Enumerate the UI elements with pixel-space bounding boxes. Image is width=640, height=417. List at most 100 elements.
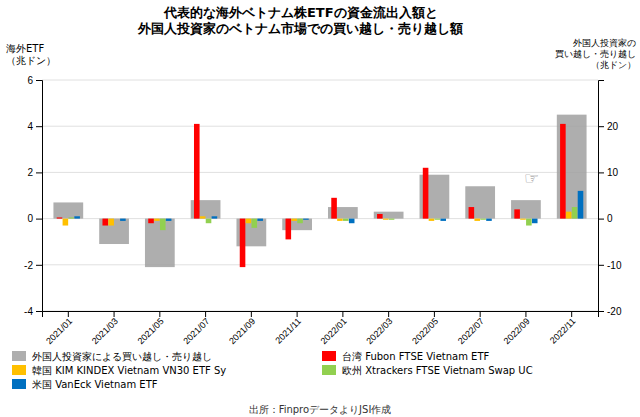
tick: 2021/05 [136, 311, 166, 346]
tick-mark [159, 311, 160, 317]
tick-mark [480, 311, 481, 317]
bar [465, 186, 495, 218]
tick-mark [36, 265, 42, 266]
bar [331, 198, 337, 219]
chart: 2021/012021/032021/052021/072021/092021/… [0, 0, 640, 417]
bar [194, 124, 200, 219]
bar [560, 124, 566, 219]
bar [148, 219, 154, 224]
y2-axis-title: 買い越し・売り越し [555, 49, 636, 59]
legend-swatch [12, 351, 26, 361]
bar [297, 219, 303, 224]
bar [377, 214, 383, 219]
bar [291, 219, 297, 221]
legend-item: 韓国 KIM KINDEX Vietnam VN30 ETF Sy [12, 365, 226, 376]
bar [200, 216, 206, 218]
bar [160, 219, 166, 231]
bar [57, 217, 63, 218]
tick-label: 10 [607, 167, 619, 178]
source: 出所：FinproデータよりJSI作成 [249, 404, 392, 415]
bar [557, 115, 587, 219]
tick-mark [342, 311, 343, 317]
bar [389, 219, 395, 220]
tick-mark [36, 126, 42, 127]
legend-item: 外国人投資家による買い越し・売り越し [12, 351, 212, 362]
tick-label: 2021/09 [227, 316, 257, 346]
grid [42, 80, 598, 311]
tick-label: 20 [607, 121, 619, 132]
y-axis: -4-20246 [24, 75, 42, 317]
bar [383, 219, 389, 220]
tick-label: 2 [27, 167, 33, 178]
tick-label: 2021/07 [181, 316, 211, 346]
tick: 2022/09 [502, 311, 532, 346]
bar [429, 219, 435, 221]
tick: 20 [598, 121, 619, 132]
bar [423, 168, 429, 219]
plot: 2021/012021/032021/052021/072021/092021/… [24, 75, 622, 347]
bar [120, 219, 126, 221]
tick-label: -20 [607, 306, 622, 317]
tick-mark [598, 219, 604, 220]
tick: 4 [27, 121, 42, 132]
bar [63, 219, 69, 226]
bar [114, 218, 120, 219]
axis-domain [43, 312, 599, 318]
bar [532, 219, 538, 224]
tick: 6 [27, 75, 42, 86]
tick-mark [36, 172, 42, 173]
bar [435, 219, 441, 220]
grid-line [42, 264, 598, 265]
bar [520, 219, 526, 220]
tick-mark [297, 311, 298, 317]
bar [53, 202, 83, 218]
bar [572, 207, 578, 219]
tick-mark [388, 311, 389, 317]
tick-label: 2021/05 [136, 316, 166, 346]
tick-mark [571, 311, 572, 317]
bar [257, 219, 263, 221]
bar [337, 219, 343, 221]
bar [303, 219, 309, 220]
bar [166, 219, 172, 221]
tick: 0 [27, 213, 42, 224]
y2-axis-title: 外国人投資家の [573, 38, 636, 48]
tick-mark [68, 311, 69, 317]
bar [102, 219, 108, 226]
bar [374, 212, 404, 219]
tick: 0 [598, 213, 613, 224]
bar [343, 219, 349, 221]
bar [486, 219, 492, 221]
bar [74, 216, 80, 218]
bar [514, 209, 520, 218]
bar [349, 219, 355, 224]
tick-mark [36, 80, 42, 81]
tick-label: -10 [607, 260, 622, 271]
axis-domain [599, 81, 605, 312]
tick-mark [598, 311, 604, 312]
series-bars [53, 115, 586, 267]
x-axis: 2021/012021/032021/052021/072021/092021/… [43, 311, 599, 346]
tick-mark [598, 126, 604, 127]
title: 代表的な海外ベトナム株ETFの資金流出入額と [163, 5, 438, 20]
tick-label: -4 [24, 306, 33, 317]
tick-label: 6 [27, 75, 33, 86]
legend-swatch [322, 365, 336, 375]
legend-item: 欧州 Xtrackers FTSE Vietnam Swap UC [322, 365, 533, 376]
y2-axis-title: （兆ドン） [591, 60, 636, 70]
y-axis-title: （兆ドン） [6, 55, 56, 66]
bar [68, 217, 74, 218]
tick: 2022/05 [410, 311, 440, 346]
tick-label: 0 [607, 213, 613, 224]
tick-label: 2021/01 [44, 316, 74, 346]
bar [286, 219, 292, 240]
tick-mark [251, 311, 252, 317]
legend-label: 韓国 KIM KINDEX Vietnam VN30 ETF Sy [32, 365, 226, 376]
tick: 2022/11 [548, 311, 578, 346]
y2-axis: -20 -10 0 10 20 [598, 81, 622, 317]
tick: -4 [24, 306, 42, 317]
grid-line [42, 126, 598, 127]
tick: 2021/03 [90, 311, 120, 346]
series-bars [63, 212, 572, 226]
legend-label: 台湾 Fubon FTSE Vietnam ETF [342, 351, 490, 362]
